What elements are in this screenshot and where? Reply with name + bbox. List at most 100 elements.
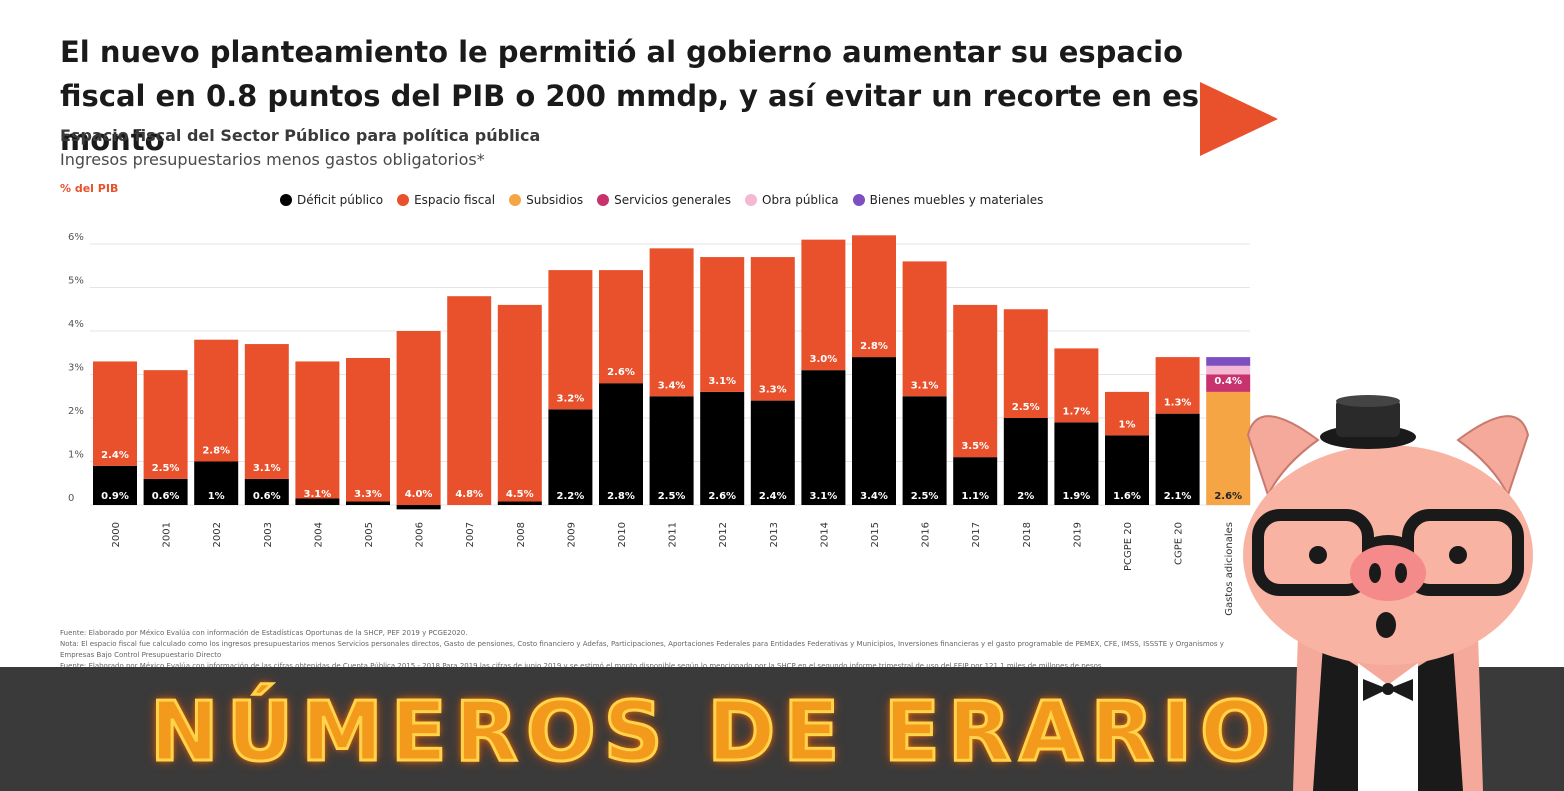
- legend-entry: Espacio fiscal: [397, 193, 495, 207]
- brand-title: NÚMEROS DE ERARIO: [149, 684, 1278, 782]
- stacked-bar-chart: 0 1% 2% 3% 4% 5% 6% 0.9% 2.4% 2000 0.6% 2.5% 2001 1% 2…: [68, 232, 1251, 616]
- data-label: 2.2%: [557, 491, 585, 502]
- bar-segment: [1206, 365, 1251, 375]
- data-label: 3.4%: [658, 380, 686, 391]
- y-tick-label: 2%: [68, 406, 84, 417]
- data-label: 3.4%: [860, 491, 888, 502]
- x-tick-label: 2010: [617, 522, 628, 547]
- play-triangle-icon: [1200, 82, 1278, 156]
- note-line: Fuente: Elaborado por México Evalúa con …: [60, 629, 468, 637]
- data-label: 1%: [208, 491, 225, 502]
- y-tick-label: 1%: [68, 450, 84, 461]
- data-label: 4.8%: [455, 489, 483, 500]
- legend-entry: Subsidios: [509, 193, 583, 207]
- x-tick-label: 2014: [819, 522, 830, 547]
- data-label: 0.6%: [152, 491, 180, 502]
- legend-label: Déficit público: [297, 193, 384, 207]
- data-label: 2.8%: [607, 491, 635, 502]
- bar-segment: [1155, 413, 1200, 505]
- y-tick-label: 5%: [68, 276, 84, 287]
- data-label: 1.6%: [1113, 491, 1141, 502]
- data-label: 2.6%: [1214, 491, 1242, 502]
- y-tick-label: 0: [68, 493, 74, 504]
- bar-segment: [295, 361, 340, 499]
- data-label: 3.1%: [810, 491, 838, 502]
- bar-segment: [548, 270, 593, 410]
- x-tick-label: 2018: [1022, 522, 1033, 547]
- data-label: 2.5%: [152, 463, 180, 474]
- x-tick-label: 2013: [769, 522, 780, 547]
- data-label: 0.9%: [101, 491, 129, 502]
- bar-segment: [194, 461, 239, 505]
- chart-title: Espacio fiscal del Sector Público para p…: [60, 126, 541, 145]
- x-tick-label: 2015: [870, 522, 881, 547]
- chart-legend: Déficit público Espacio fiscal Subsidios Se…: [280, 193, 1043, 207]
- legend-label: Subsidios: [526, 193, 584, 207]
- bar-segment: [497, 304, 542, 502]
- data-label: 2.6%: [607, 367, 635, 378]
- bar-segment: [447, 296, 492, 505]
- data-label: 1.1%: [961, 491, 989, 502]
- bar-segment: [902, 396, 947, 505]
- bar-segment: [143, 370, 188, 479]
- data-label: 2.5%: [658, 491, 686, 502]
- legend-label: Obra pública: [762, 193, 839, 207]
- legend-entry: Servicios generales: [597, 193, 731, 207]
- bar-segment: [1155, 357, 1200, 414]
- note-line: Nota: El espacio fiscal fue calculado co…: [60, 640, 1224, 648]
- y-tick-label: 6%: [68, 232, 84, 243]
- legend-swatch-icon: [509, 194, 522, 206]
- bar-segment: [143, 478, 188, 505]
- source-notes: Fuente: Elaborado por México Evalúa con …: [60, 628, 1240, 672]
- bar-segment: [649, 248, 694, 397]
- bar-segment: [93, 361, 137, 466]
- bar-segment: [244, 344, 289, 479]
- bar-segment: [1105, 435, 1149, 505]
- data-label: 2.8%: [202, 446, 230, 457]
- data-label: 1.3%: [1164, 398, 1192, 409]
- x-tick-label: 2009: [566, 522, 577, 547]
- y-tick-label: 3%: [68, 363, 84, 374]
- bar-segment: [953, 457, 998, 505]
- data-label: 3.1%: [911, 380, 939, 391]
- bar-segment: [599, 383, 643, 505]
- bar-segment: [1054, 348, 1099, 423]
- bar-segment: [1206, 357, 1251, 366]
- bar-segment: [750, 400, 795, 505]
- x-tick-label: 2001: [162, 522, 173, 547]
- x-tick-label: 2007: [465, 522, 476, 547]
- note-line: Fuente: Elaborado por México Evalúa con …: [60, 662, 1104, 670]
- bar-segment: [1003, 309, 1048, 418]
- bar-segment: [700, 257, 745, 392]
- bar-segment: [852, 357, 896, 505]
- data-label: 4.5%: [506, 489, 534, 500]
- legend-swatch-icon: [852, 194, 865, 206]
- x-tick-label: 2000: [111, 522, 122, 547]
- bar-segment: [548, 409, 593, 505]
- data-label: 2.4%: [101, 450, 129, 461]
- data-label: 1.9%: [1063, 491, 1091, 502]
- x-tick-label: 2017: [971, 522, 982, 547]
- bar-segment: [700, 391, 745, 505]
- data-label: 3.1%: [708, 376, 736, 387]
- bar-segment: [1105, 391, 1149, 436]
- x-tick-label: 2004: [313, 522, 324, 547]
- headline: El nuevo planteamiento le permitió al go…: [60, 35, 1219, 157]
- x-tick-label: Gastos adicionales: [1224, 522, 1235, 616]
- data-label: 2.8%: [860, 341, 888, 352]
- data-label: 2.5%: [911, 491, 939, 502]
- data-label: 4.0%: [405, 489, 433, 500]
- x-tick-label: 2016: [921, 522, 932, 547]
- x-tick-label: 2002: [212, 522, 223, 547]
- data-label: 3.3%: [354, 489, 382, 500]
- x-tick-label: 2006: [415, 522, 426, 547]
- data-label: 1.7%: [1063, 406, 1091, 417]
- legend-swatch-icon: [745, 194, 758, 206]
- legend-label: Espacio fiscal: [414, 193, 496, 207]
- bar-segment: [1003, 418, 1048, 505]
- data-label: 2%: [1017, 491, 1034, 502]
- data-label: 2.6%: [708, 491, 736, 502]
- bar-segment: [852, 235, 896, 358]
- legend-label: Servicios generales: [614, 193, 732, 207]
- bar-segment: [1054, 422, 1099, 505]
